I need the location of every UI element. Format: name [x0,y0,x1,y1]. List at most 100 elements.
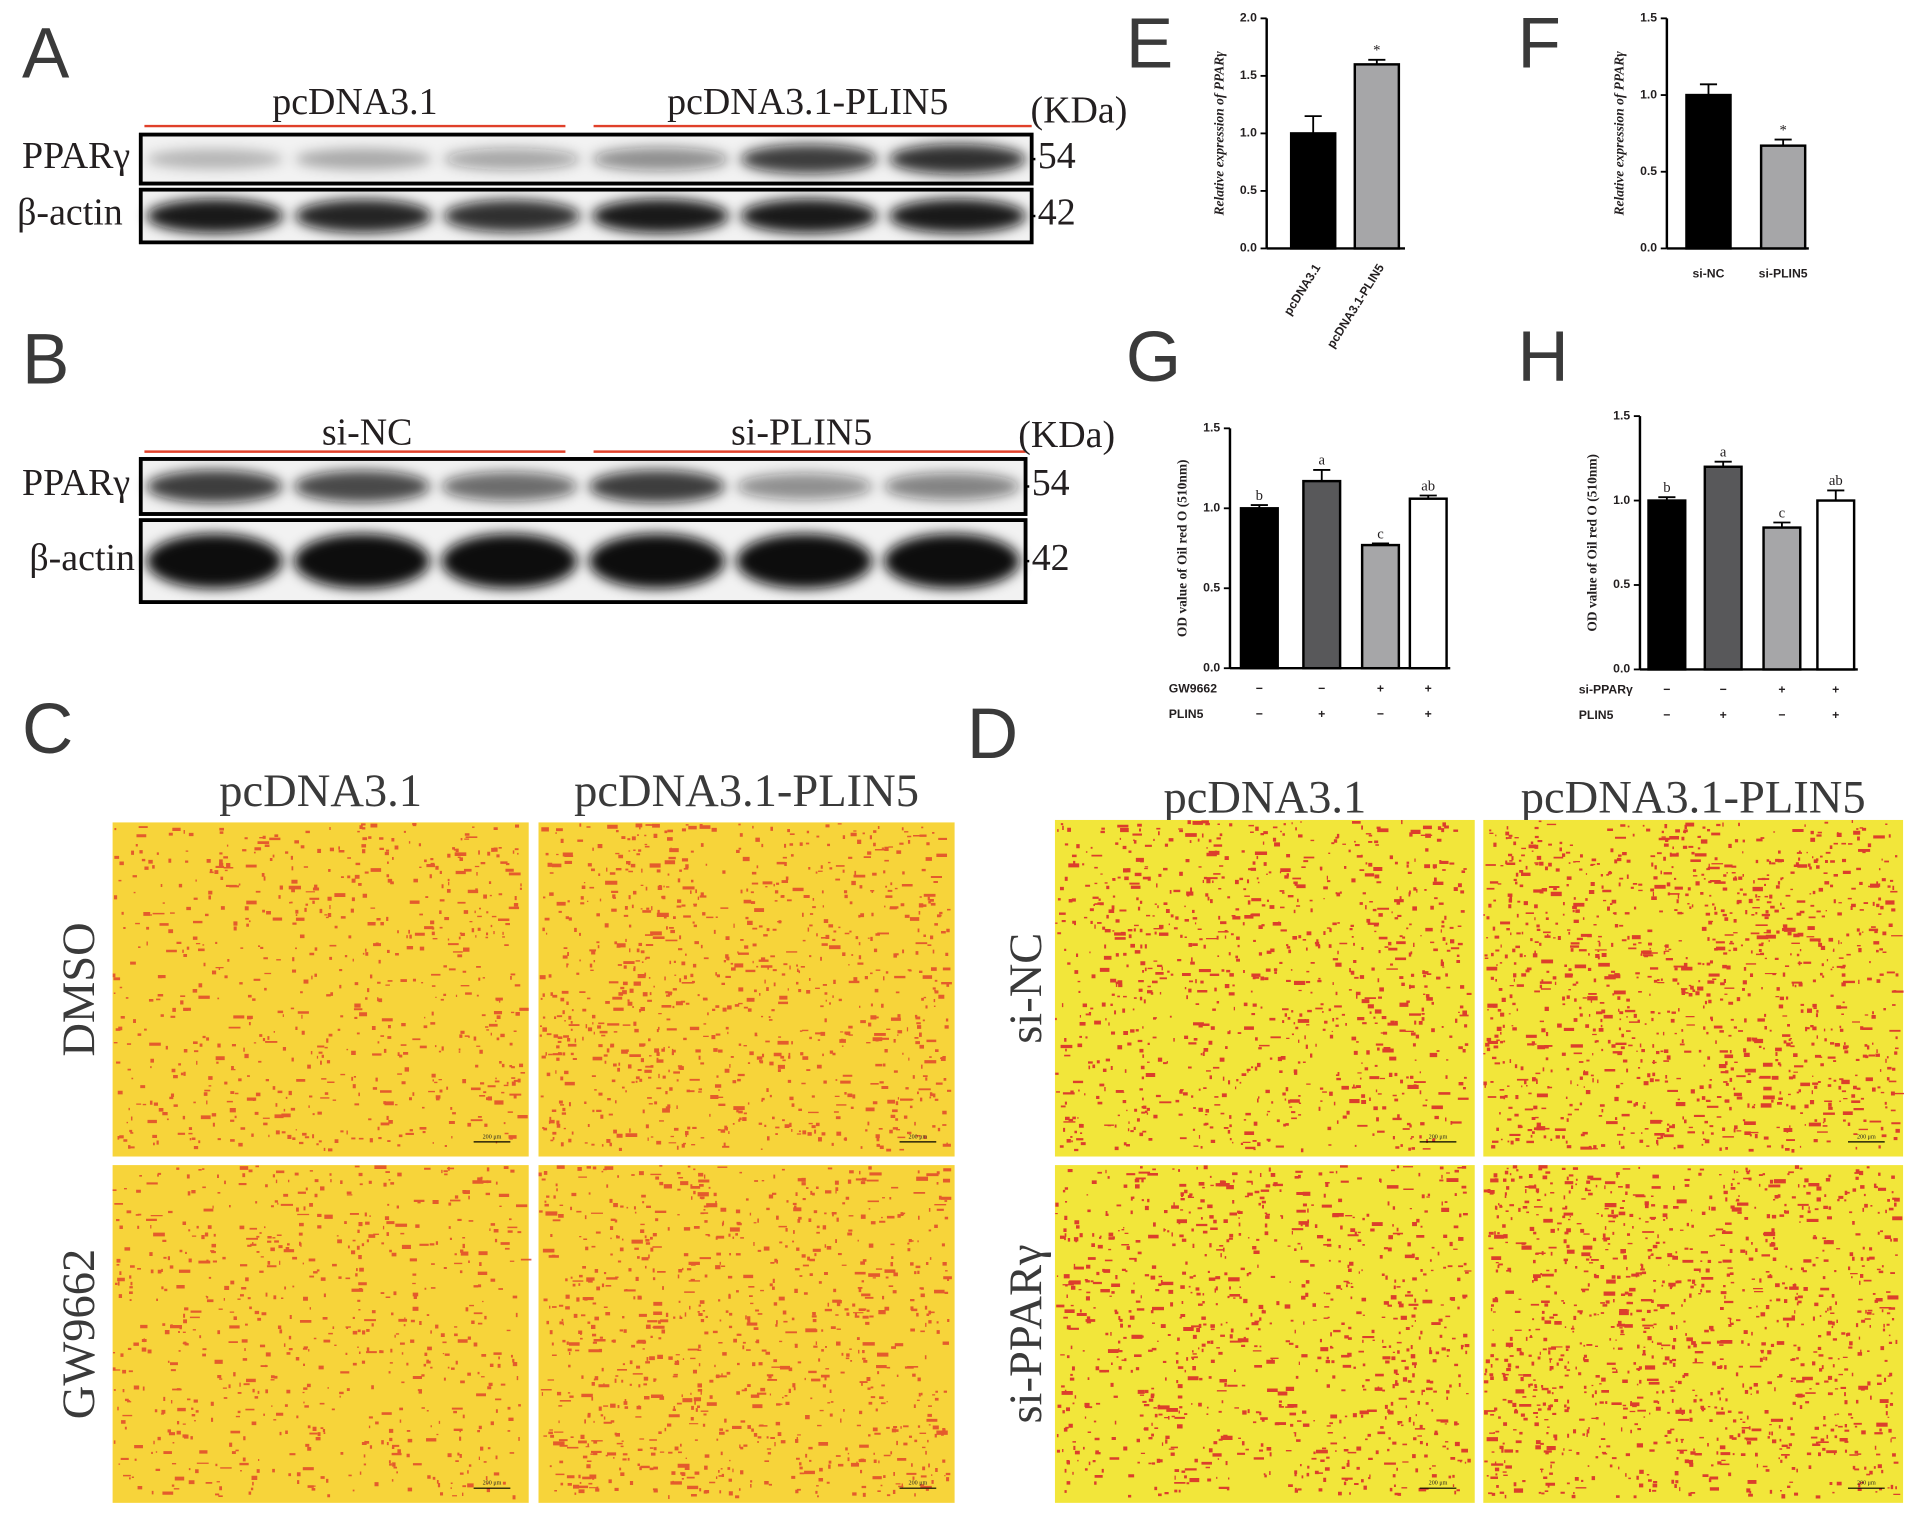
error-bar [1774,138,1792,146]
panel-label: C [22,690,73,769]
bar [1816,499,1856,671]
condition-sign: − [1778,708,1785,722]
column-label: pcDNA3.1 [1163,772,1366,823]
blot-bands [146,533,1020,589]
bar [1759,144,1807,250]
row-label: PPARγ [22,135,130,177]
bar [1647,499,1687,671]
group-label: si-PLIN5 [731,411,872,453]
condition-label: si-PPARγ [1579,682,1633,696]
error-bar [1658,496,1676,501]
scale-label: 200 μm [909,1134,928,1140]
column-label: pcDNA3.1-PLIN5 [574,766,919,817]
y-tick-label: 1.5 [1640,11,1657,25]
unit-label: (KDa) [1018,414,1115,456]
y-tick-label: 1.0 [1240,126,1257,140]
condition-sign: + [1425,681,1432,695]
condition-sign: − [1318,681,1325,695]
scale-label: 200 μm [1429,1481,1448,1487]
x-tick-label: si-PLIN5 [1759,266,1808,280]
band [589,469,725,504]
band [146,148,284,170]
y-axis-label: Relative expression of PPARγ [1611,51,1626,217]
condition-sign: − [1377,707,1384,721]
condition-label: PLIN5 [1579,708,1614,722]
error-bar [1371,542,1390,546]
error-bar [1304,115,1322,134]
y-axis-label: OD value of Oil red O (510nm) [1585,454,1600,632]
x-tick-label: pcDNA3.1-PLIN5 [1324,261,1387,350]
lipid-droplets [1483,819,1904,1153]
band [294,470,430,503]
panel-label: A [22,14,70,93]
condition-sign: + [1832,708,1839,722]
error-bar [1773,521,1791,528]
unit-label: (KDa) [1030,90,1127,132]
error-bar [1419,494,1437,499]
condition-sign: + [1720,708,1727,722]
y-tick-label: 1.0 [1640,87,1657,101]
blot-border [138,518,1028,604]
band [441,471,578,502]
scale-label: 200 μm [1857,1134,1876,1140]
y-tick-label: 1.5 [1240,68,1257,82]
y-tick-label: 0.0 [1203,660,1220,674]
condition-sign: + [1778,682,1785,696]
row-label: si-NC [1001,933,1052,1044]
scale-label: 200 μm [1857,1481,1876,1487]
y-tick-label: 0.5 [1640,164,1657,178]
panel-label: G [1126,318,1181,397]
error-bar [1250,504,1268,509]
group-label: pcDNA3.1 [272,81,437,123]
blot-border [138,457,1028,516]
condition-sign: − [1663,708,1670,722]
y-tick-label: 0.5 [1613,577,1630,591]
annotation: * [1779,122,1786,138]
band [884,533,1020,589]
bar [1703,465,1743,671]
panel-label: E [1126,5,1173,84]
band [884,472,1020,501]
lipid-droplets [1055,1165,1472,1498]
y-tick-label: 0.5 [1203,580,1220,594]
column-label: pcDNA3.1 [219,766,422,817]
band [736,473,873,500]
size-label: 42 [1032,537,1070,579]
annotation: ab [1829,473,1843,489]
row-label: si-PPARγ [1001,1244,1052,1423]
error-bar [1313,469,1331,482]
condition-sign: + [1377,681,1384,695]
scale-label: 200 μm [483,1481,502,1487]
annotation: b [1663,480,1670,496]
bar [1360,543,1401,670]
micrograph [1054,819,1475,1157]
annotation: ab [1421,478,1435,494]
y-tick-label: 1.5 [1613,408,1630,422]
x-tick-label: si-NC [1693,266,1725,280]
y-axis-label: Relative expression of PPARγ [1211,51,1226,217]
band [294,533,430,589]
y-tick-label: 1.0 [1203,501,1220,515]
annotation: c [1779,505,1786,521]
band [146,533,283,589]
bar [1353,63,1401,250]
band [589,533,725,589]
y-tick-label: 2.0 [1240,11,1257,25]
micrograph [112,822,529,1157]
y-tick-label: 1.0 [1613,493,1630,507]
y-tick-label: 0.0 [1240,241,1257,255]
band [592,198,729,234]
error-bar [1827,489,1845,501]
band [443,199,581,233]
band [740,198,878,234]
micrograph [1054,1165,1475,1503]
group-label: pcDNA3.1-PLIN5 [667,81,948,123]
condition-label: GW9662 [1169,681,1217,695]
blot-bands [146,143,1026,175]
panel-label: B [22,320,69,399]
band [736,533,873,589]
lipid-droplets [1483,1165,1903,1499]
scale-label: 200 μm [483,1134,502,1140]
annotation: a [1720,445,1727,461]
bar [1239,507,1279,670]
